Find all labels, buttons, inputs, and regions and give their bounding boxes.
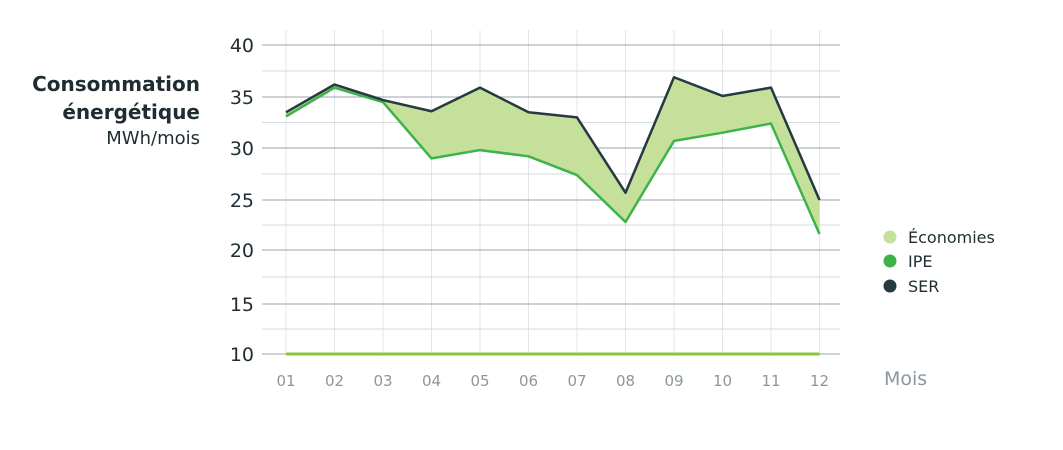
x-tick-label: 08 bbox=[616, 372, 635, 390]
y-tick-label: 10 bbox=[230, 344, 254, 366]
x-tick-label: 03 bbox=[373, 372, 392, 390]
legend-label: Économies bbox=[908, 228, 995, 247]
x-axis-title: Mois bbox=[884, 368, 927, 390]
x-tick-label: 11 bbox=[761, 372, 780, 390]
y-tick-label: 20 bbox=[230, 240, 254, 262]
legend-marker bbox=[883, 254, 897, 268]
x-tick-label: 10 bbox=[713, 372, 732, 390]
ser-line bbox=[285, 75, 821, 201]
y-tick-label: 35 bbox=[230, 87, 254, 109]
y-tick-label: 30 bbox=[230, 138, 254, 160]
legend-label: IPE bbox=[908, 252, 932, 271]
ipe-line bbox=[285, 86, 821, 235]
x-tick-label: 09 bbox=[664, 372, 683, 390]
y-axis-title-line1: Consommation bbox=[32, 72, 200, 96]
x-tick-label: 04 bbox=[422, 372, 441, 390]
x-tick-label: 12 bbox=[810, 372, 829, 390]
legend-marker bbox=[883, 279, 897, 293]
y-tick-label: 40 bbox=[230, 35, 254, 57]
legend-marker bbox=[883, 230, 897, 244]
x-tick-label: 02 bbox=[325, 372, 344, 390]
y-axis-title: Consommation énergétique MWh/mois bbox=[32, 72, 200, 149]
legend-label: SER bbox=[908, 277, 939, 296]
y-axis-unit: MWh/mois bbox=[106, 128, 200, 149]
x-tick-label: 01 bbox=[276, 372, 295, 390]
x-tick-label: 06 bbox=[519, 372, 538, 390]
y-tick-label: 25 bbox=[230, 190, 254, 212]
savings-area bbox=[286, 77, 820, 235]
x-tick-label: 07 bbox=[567, 372, 586, 390]
y-tick-label: 15 bbox=[230, 294, 254, 316]
y-axis-title-line2: énergétique bbox=[62, 100, 200, 124]
x-tick-label: 05 bbox=[470, 372, 489, 390]
